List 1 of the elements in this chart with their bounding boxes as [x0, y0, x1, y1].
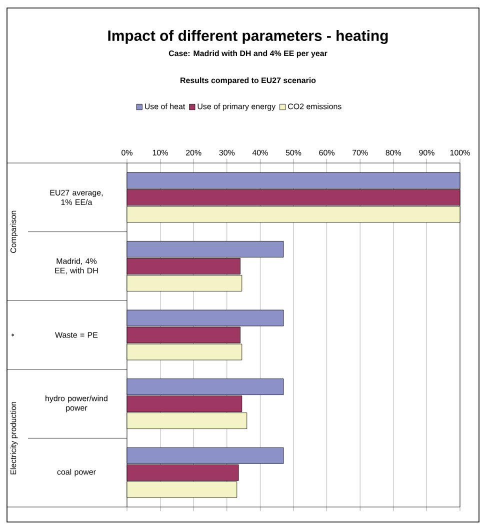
chart-title: Impact of different parameters - heating: [108, 30, 388, 44]
